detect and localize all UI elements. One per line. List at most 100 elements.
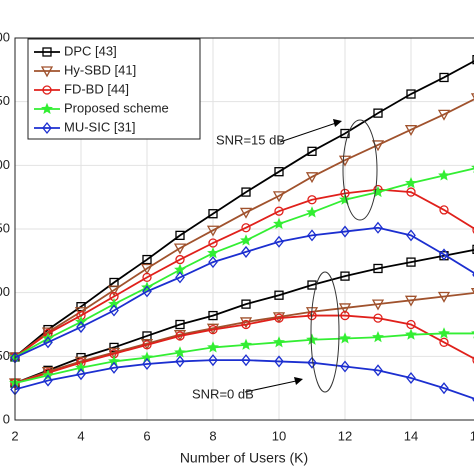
y-tick-label: 250 bbox=[0, 93, 10, 108]
y-tick-label: 0 bbox=[3, 411, 10, 426]
data-point bbox=[272, 191, 286, 203]
data-point bbox=[241, 187, 251, 197]
x-tick-label: 10 bbox=[272, 428, 286, 443]
x-tick-label: 16 bbox=[470, 428, 474, 443]
x-tick-label: 6 bbox=[143, 428, 150, 443]
data-point bbox=[142, 254, 152, 265]
data-point bbox=[109, 342, 119, 353]
data-point bbox=[338, 155, 352, 167]
data-point bbox=[472, 244, 474, 255]
legend-label: FD-BD [44] bbox=[64, 81, 129, 96]
data-point bbox=[207, 341, 219, 353]
data-point bbox=[240, 234, 252, 246]
data-point bbox=[439, 72, 449, 83]
data-point bbox=[472, 226, 474, 234]
data-point bbox=[437, 291, 451, 303]
data-point bbox=[175, 230, 185, 241]
data-point bbox=[273, 217, 285, 229]
data-point bbox=[142, 340, 152, 350]
data-point bbox=[108, 297, 120, 310]
data-point bbox=[372, 331, 384, 343]
arrow-0db bbox=[244, 380, 297, 393]
y-tick-label: 200 bbox=[0, 157, 10, 172]
data-point bbox=[239, 317, 253, 329]
data-point bbox=[208, 209, 218, 219]
x-tick-label: 4 bbox=[77, 428, 84, 443]
annotation: SNR=15 dB bbox=[216, 132, 285, 147]
ellipse-15db bbox=[342, 119, 378, 221]
data-point bbox=[207, 246, 219, 259]
data-point bbox=[438, 327, 450, 339]
legend-marker bbox=[41, 102, 53, 115]
series-line bbox=[14, 359, 474, 400]
data-point bbox=[43, 336, 53, 349]
data-point bbox=[472, 54, 474, 65]
arrowhead-15db bbox=[333, 119, 342, 127]
ellipse-0db bbox=[310, 271, 340, 393]
data-point bbox=[472, 356, 474, 364]
data-point bbox=[307, 229, 317, 242]
data-point bbox=[340, 128, 350, 139]
data-point bbox=[274, 290, 284, 300]
data-point bbox=[175, 319, 185, 330]
data-point bbox=[373, 108, 383, 118]
data-point bbox=[373, 313, 383, 323]
y-tick-label: 100 bbox=[0, 284, 10, 299]
data-point bbox=[307, 195, 317, 205]
data-point bbox=[439, 337, 449, 347]
series-line bbox=[14, 60, 474, 358]
x-axis-label: Number of Users (K) bbox=[180, 450, 308, 466]
data-point bbox=[340, 310, 350, 321]
series-line bbox=[14, 98, 474, 358]
data-point bbox=[208, 324, 218, 335]
data-point bbox=[241, 223, 251, 233]
data-point bbox=[372, 185, 384, 198]
data-point bbox=[142, 357, 152, 371]
data-point bbox=[405, 176, 417, 189]
data-point bbox=[406, 229, 416, 242]
data-point bbox=[76, 321, 86, 334]
legend-label: Hy-SBD [41] bbox=[64, 62, 136, 77]
legend-marker bbox=[42, 85, 52, 95]
data-point bbox=[109, 361, 119, 374]
y-tick-label: 150 bbox=[0, 220, 10, 235]
data-point bbox=[274, 355, 284, 368]
data-point bbox=[405, 328, 417, 340]
y-tick-label: 300 bbox=[0, 29, 10, 44]
data-point bbox=[175, 355, 185, 368]
data-point bbox=[274, 206, 284, 216]
legend bbox=[27, 38, 201, 140]
data-point bbox=[208, 310, 218, 321]
data-point bbox=[140, 263, 154, 275]
data-point bbox=[142, 285, 152, 298]
data-point bbox=[141, 351, 153, 363]
data-point bbox=[239, 207, 253, 219]
plot-area bbox=[8, 54, 474, 402]
arrowhead-0db bbox=[294, 377, 303, 385]
series-line bbox=[14, 188, 474, 358]
data-point bbox=[439, 382, 449, 395]
arrow-15db bbox=[279, 122, 337, 143]
legend-label: MU-SIC [31] bbox=[64, 119, 136, 134]
data-point bbox=[109, 304, 119, 317]
data-point bbox=[371, 140, 385, 152]
data-point bbox=[273, 336, 285, 348]
data-point bbox=[406, 89, 416, 99]
data-point bbox=[305, 172, 319, 184]
x-tick-label: 12 bbox=[338, 428, 352, 443]
data-point bbox=[76, 368, 86, 381]
data-point bbox=[340, 360, 350, 373]
legend-marker bbox=[40, 66, 54, 78]
series-line bbox=[14, 292, 474, 384]
legend-marker bbox=[42, 121, 52, 135]
data-point bbox=[306, 206, 318, 218]
data-point bbox=[241, 354, 251, 367]
y-tick-label: 50 bbox=[0, 348, 10, 363]
data-point bbox=[406, 371, 416, 385]
data-point bbox=[439, 248, 449, 261]
data-point bbox=[404, 125, 418, 137]
data-point bbox=[404, 295, 418, 307]
legend-marker bbox=[42, 47, 52, 57]
data-point bbox=[108, 355, 120, 367]
data-point bbox=[175, 271, 185, 284]
